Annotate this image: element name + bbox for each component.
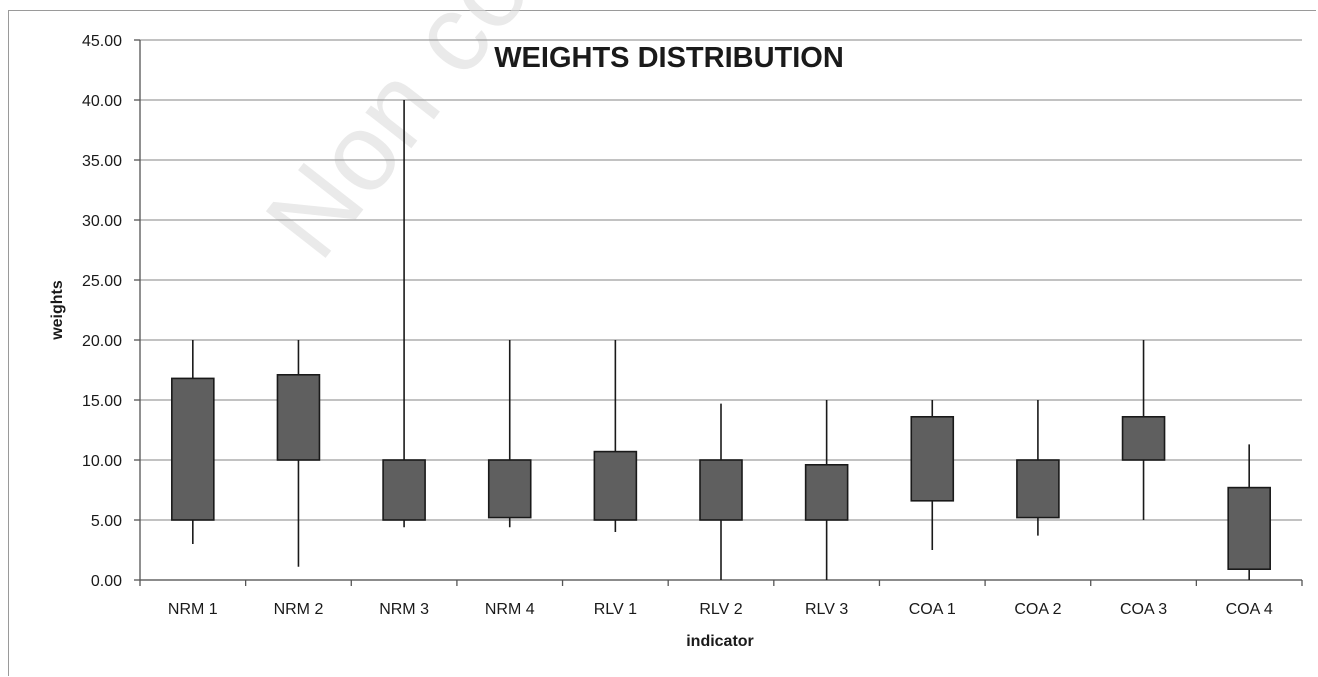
axis-layer: 0.00 5.00 10.00 15.00 20.00 25.00 30.00 35.00 40… (82, 33, 1303, 618)
box-body (1227, 486, 1271, 571)
x-tick-label: RLV 3 (805, 601, 848, 618)
box-body (276, 373, 321, 461)
box-body (1016, 459, 1060, 519)
box-layer (171, 100, 1271, 580)
x-tick-label: NRM 1 (168, 601, 218, 618)
y-tick-label: 20.00 (82, 333, 122, 350)
box-body (804, 463, 849, 521)
box-body (171, 377, 215, 521)
y-axis-label: weights (49, 280, 66, 341)
y-tick-label: 5.00 (91, 513, 122, 530)
box-body (487, 459, 532, 519)
box-rlv-2 (699, 403, 743, 580)
x-tick-label: NRM 4 (485, 601, 535, 618)
y-tick-label: 40.00 (82, 93, 122, 110)
y-tick-label: 10.00 (82, 453, 122, 470)
box-coa-4 (1227, 444, 1271, 580)
box-nrm-4 (487, 340, 532, 528)
x-tick-label: NRM 2 (274, 601, 324, 618)
x-axis-label: indicator (686, 633, 754, 650)
box-coa-2 (1016, 400, 1060, 536)
chart-frame (8, 10, 1316, 676)
box-body (910, 415, 955, 502)
y-tick-label: 35.00 (82, 153, 122, 170)
box-coa-3 (1121, 340, 1166, 520)
box-coa-1 (910, 400, 955, 550)
x-tick-label: COA 2 (1014, 601, 1061, 618)
y-tick-label: 25.00 (82, 273, 122, 290)
x-tick-label: COA 3 (1120, 601, 1167, 618)
x-tick-label: RLV 2 (699, 601, 742, 618)
x-tick-label: NRM 3 (379, 601, 429, 618)
box-nrm-1 (171, 340, 215, 544)
box-body (699, 459, 743, 521)
box-body (382, 459, 426, 521)
box-nrm-2 (276, 340, 321, 567)
x-tick-label: RLV 1 (594, 601, 637, 618)
x-tick-label: COA 1 (909, 601, 956, 618)
box-body (1121, 415, 1166, 461)
x-tick-label: COA 4 (1226, 601, 1273, 618)
y-tick-label: 0.00 (91, 573, 122, 590)
box-body (593, 450, 638, 521)
box-nrm-3 (382, 100, 426, 528)
y-tick-label: 15.00 (82, 393, 122, 410)
chart-title: WEIGHTS DISTRIBUTION (494, 42, 844, 74)
y-tick-label: 45.00 (82, 33, 122, 50)
y-tick-label: 30.00 (82, 213, 122, 230)
box-rlv-3 (804, 400, 849, 580)
box-rlv-1 (593, 340, 638, 532)
